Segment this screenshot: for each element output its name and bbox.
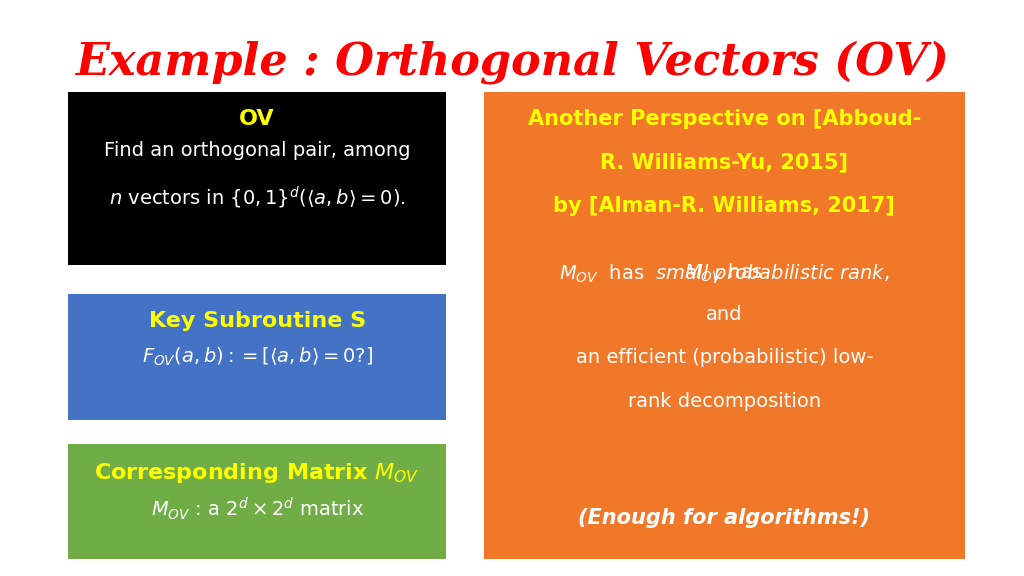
Text: Another Perspective on [Abboud-: Another Perspective on [Abboud- — [527, 109, 921, 130]
Text: Corresponding Matrix $M_{OV}$: Corresponding Matrix $M_{OV}$ — [94, 461, 420, 485]
Text: R. Williams-Yu, 2015]: R. Williams-Yu, 2015] — [600, 153, 848, 173]
Text: Key Subroutine S: Key Subroutine S — [148, 311, 366, 331]
Text: rank decomposition: rank decomposition — [628, 392, 821, 411]
Text: Find an orthogonal pair, among: Find an orthogonal pair, among — [103, 141, 411, 160]
Text: an efficient (probabilistic) low-: an efficient (probabilistic) low- — [575, 348, 873, 367]
Text: $M_{OV}$ has: $M_{OV}$ has — [684, 262, 765, 285]
Text: $F_{OV}(a,b) := [\langle a,b\rangle = 0?]$: $F_{OV}(a,b) := [\langle a,b\rangle = 0?… — [141, 346, 373, 368]
FancyBboxPatch shape — [483, 92, 965, 559]
Text: and: and — [707, 305, 742, 324]
Text: OV: OV — [240, 109, 275, 130]
FancyBboxPatch shape — [69, 92, 445, 265]
Text: (Enough for algorithms!): (Enough for algorithms!) — [579, 509, 870, 528]
Text: $M_{OV}$ : a $2^d \times 2^d$ matrix: $M_{OV}$ : a $2^d \times 2^d$ matrix — [151, 495, 364, 522]
FancyBboxPatch shape — [69, 294, 445, 420]
Text: Example : Orthogonal Vectors (OV): Example : Orthogonal Vectors (OV) — [75, 40, 949, 84]
Text: $M_{OV}$  has  $\mathbf{\mathit{small\ probabilistic\ rank}}$,: $M_{OV}$ has $\mathbf{\mathit{small\ pro… — [559, 262, 890, 285]
Text: $n$ vectors in $\{0,1\}^d(\langle a, b\rangle = 0)$.: $n$ vectors in $\{0,1\}^d(\langle a, b\r… — [109, 184, 406, 210]
Text: by [Alman-R. Williams, 2017]: by [Alman-R. Williams, 2017] — [554, 196, 895, 216]
FancyBboxPatch shape — [69, 444, 445, 559]
